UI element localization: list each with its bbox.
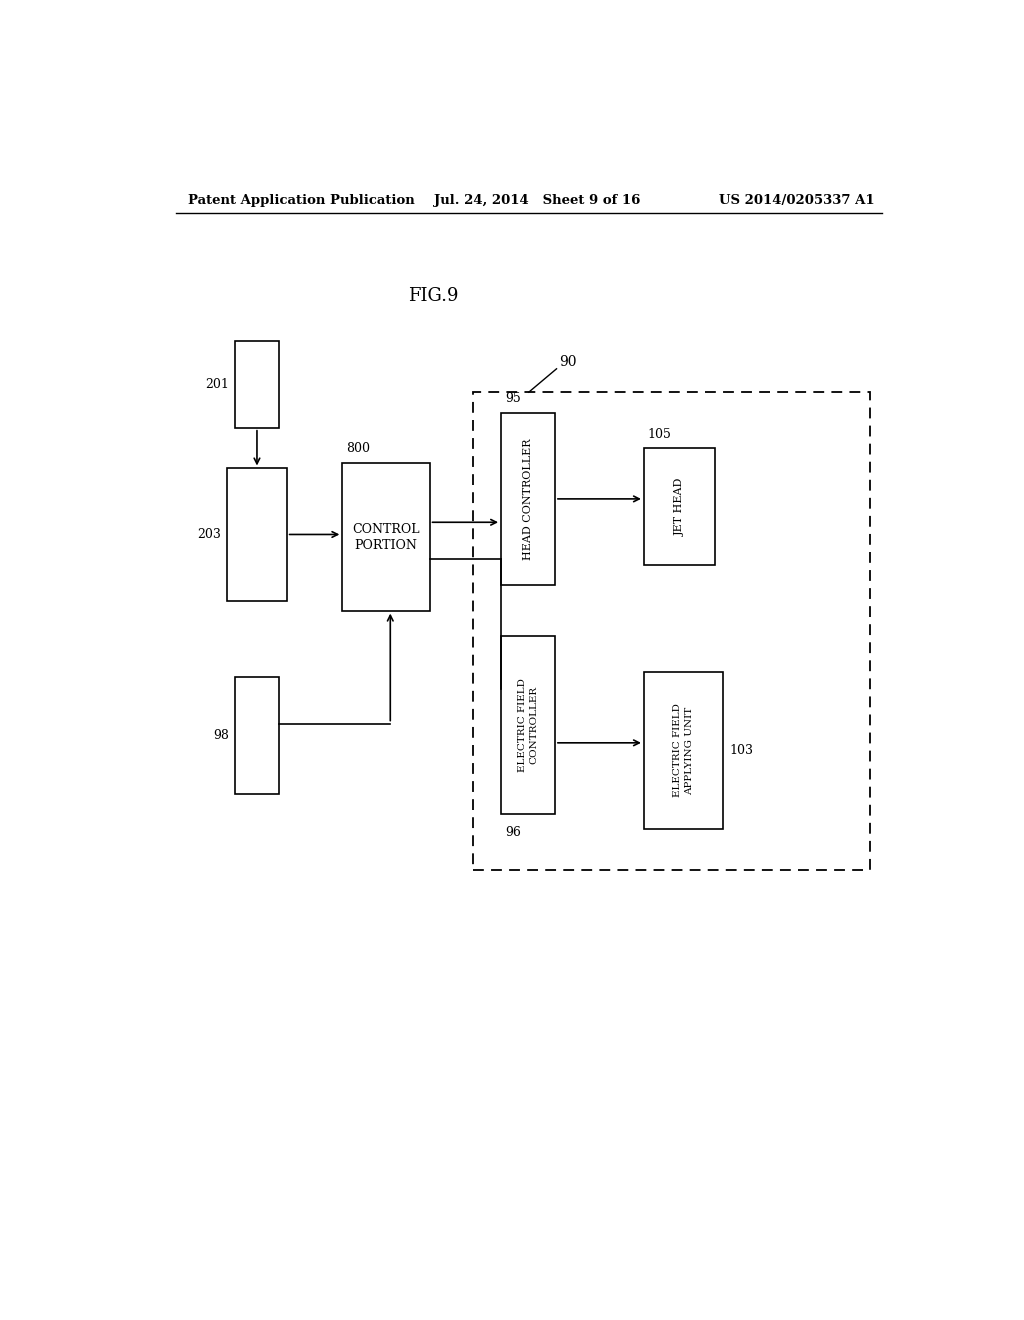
Text: 98: 98 <box>213 729 228 742</box>
Text: Patent Application Publication: Patent Application Publication <box>187 194 415 206</box>
Bar <box>501 636 555 814</box>
Bar <box>473 392 870 870</box>
Bar <box>501 413 555 585</box>
Text: FIG.9: FIG.9 <box>409 286 459 305</box>
Bar <box>644 672 723 829</box>
Text: 90: 90 <box>559 355 577 368</box>
Text: HEAD CONTROLLER: HEAD CONTROLLER <box>523 438 532 560</box>
Text: 95: 95 <box>505 392 521 405</box>
Bar <box>236 677 279 793</box>
Text: 105: 105 <box>648 428 672 441</box>
Text: 203: 203 <box>197 528 221 541</box>
Bar <box>342 463 430 611</box>
Bar <box>227 469 287 601</box>
Text: 201: 201 <box>205 378 228 391</box>
Text: US 2014/0205337 A1: US 2014/0205337 A1 <box>719 194 874 206</box>
Text: 800: 800 <box>346 442 371 455</box>
Text: 103: 103 <box>729 744 754 756</box>
Text: JET HEAD: JET HEAD <box>675 478 685 536</box>
Bar <box>644 447 715 565</box>
Text: ELECTRIC FIELD
APPLYING UNIT: ELECTRIC FIELD APPLYING UNIT <box>674 704 693 797</box>
Text: CONTROL
PORTION: CONTROL PORTION <box>352 523 420 552</box>
Text: Jul. 24, 2014   Sheet 9 of 16: Jul. 24, 2014 Sheet 9 of 16 <box>433 194 640 206</box>
Bar <box>236 342 279 428</box>
Text: 96: 96 <box>505 826 521 840</box>
Text: ELECTRIC FIELD
CONTROLLER: ELECTRIC FIELD CONTROLLER <box>518 678 538 772</box>
